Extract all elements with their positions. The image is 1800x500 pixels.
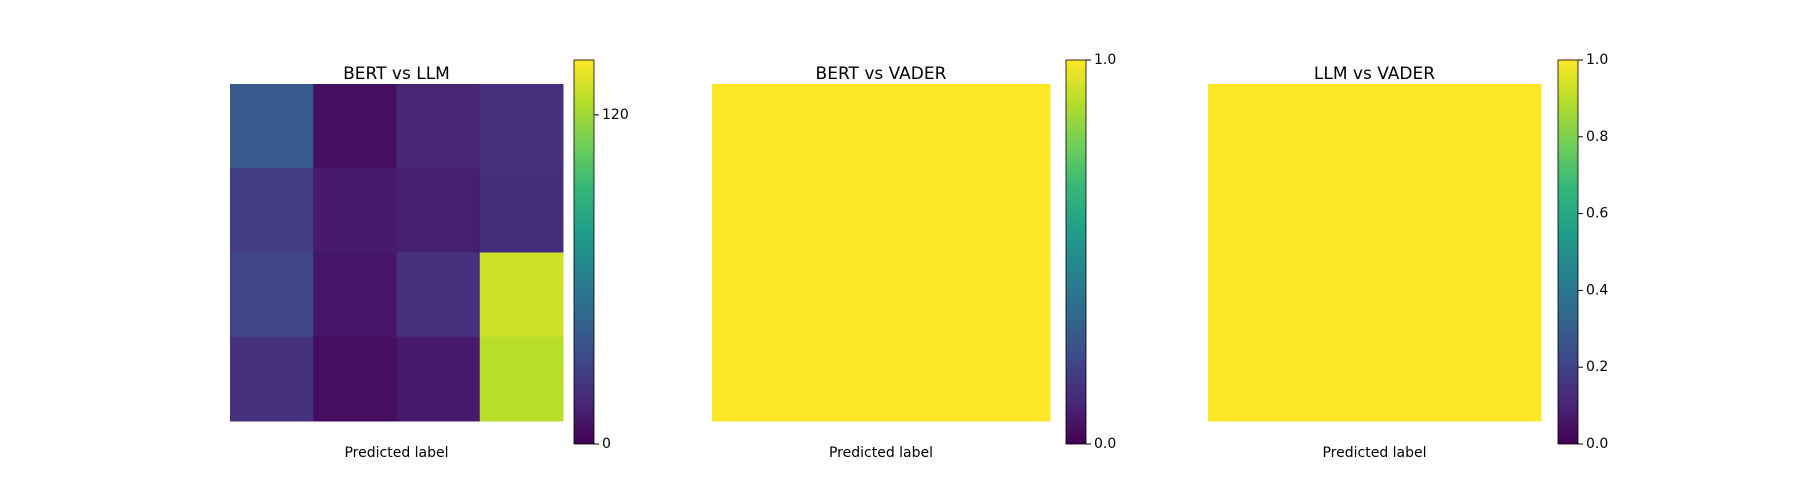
heatmap-cell bbox=[230, 84, 314, 169]
colorbar-tick-label: 0.2 bbox=[1586, 359, 1608, 375]
heatmap-cell bbox=[396, 252, 481, 338]
panel: BERT vs VADER Predicted label 0.0 1.0 bbox=[712, 52, 1116, 461]
panel: LLM vs VADER Predicted label 0.0 0.2 0.4 0.6 0… bbox=[1208, 52, 1608, 461]
heatmap-cell bbox=[479, 84, 564, 169]
heatmap-cell bbox=[230, 252, 314, 338]
colorbar-tick-label: 0.8 bbox=[1586, 129, 1608, 145]
heatmap-cell bbox=[479, 168, 564, 253]
colorbar-tick-label: 1.0 bbox=[1586, 52, 1608, 68]
colorbar-tick-label: 120 bbox=[602, 107, 629, 123]
panel-title: BERT vs LLM bbox=[343, 64, 450, 84]
heatmap-cell bbox=[712, 84, 882, 253]
heatmap-cell bbox=[313, 168, 397, 253]
heatmap-cell bbox=[712, 252, 882, 422]
colorbar bbox=[573, 59, 595, 445]
heatmap-cell bbox=[881, 84, 1051, 253]
colorbar-tick-label: 0.4 bbox=[1586, 282, 1608, 298]
panel-title: BERT vs VADER bbox=[816, 64, 947, 84]
x-axis-label: Predicted label bbox=[1322, 445, 1426, 461]
colorbar-tick-label: 0.6 bbox=[1586, 206, 1608, 222]
heatmap-cell bbox=[313, 252, 397, 338]
heatmap-cell bbox=[479, 336, 564, 422]
heatmap-cell bbox=[396, 168, 481, 253]
x-axis-label: Predicted label bbox=[344, 445, 448, 461]
colorbar-tick-label: 0 bbox=[602, 436, 611, 452]
colorbar bbox=[1065, 59, 1087, 445]
heatmap-cell bbox=[396, 336, 481, 422]
heatmap-cell bbox=[230, 168, 314, 253]
heatmap-cell bbox=[230, 336, 314, 422]
heatmap-cell bbox=[479, 252, 564, 338]
panel: BERT vs LLM Predicted label 0 120 bbox=[230, 59, 629, 461]
heatmap-cell bbox=[313, 84, 397, 169]
colorbar-tick-label: 0.0 bbox=[1586, 436, 1608, 452]
heatmap-cell bbox=[396, 84, 481, 169]
x-axis-label: Predicted label bbox=[829, 445, 933, 461]
panel-title: LLM vs VADER bbox=[1314, 64, 1435, 84]
heatmap-cell bbox=[881, 252, 1051, 422]
colorbar-tick-label: 1.0 bbox=[1094, 52, 1116, 68]
colorbar bbox=[1557, 59, 1579, 445]
heatmap-cell bbox=[313, 336, 397, 422]
heatmap-cell bbox=[1208, 84, 1542, 422]
colorbar-tick-label: 0.0 bbox=[1094, 436, 1116, 452]
